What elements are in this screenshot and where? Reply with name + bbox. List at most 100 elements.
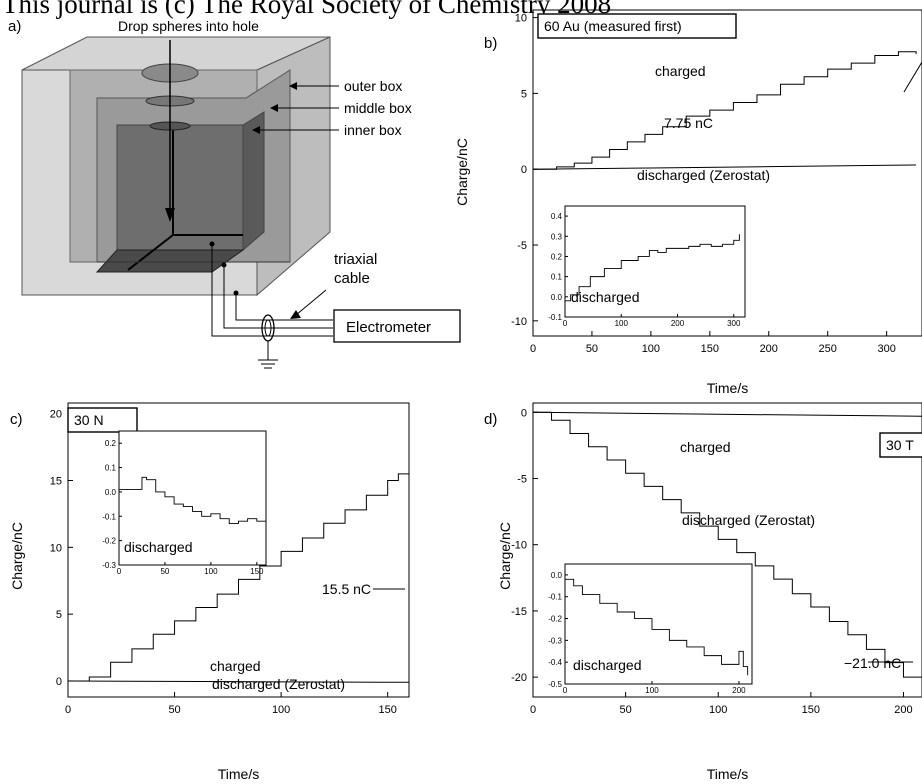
x-tick-label: 0: [530, 704, 536, 716]
inset-x-tick-label: 100: [615, 319, 629, 328]
wire-middle: [223, 265, 333, 329]
series-line-discharged: [67, 680, 410, 683]
inset-x-tick-label: 200: [671, 319, 685, 328]
x-tick-label: 0: [65, 704, 71, 716]
series-label: charged: [680, 439, 731, 455]
inset-y-tick-label: 0.1: [551, 273, 563, 282]
inner-box-label: inner box: [344, 122, 402, 138]
chart-panel-1: c) 0 50 100 150 0 5 10 15 20 Time/s Charge/nC 30 N ch…: [9, 402, 410, 782]
chart-panel-0: b) 0 50 100 150 200 250 300 -10 -5 0 5 10 Time/s Charg…: [454, 9, 922, 396]
y-tick-label: -10: [511, 540, 527, 552]
inset-plot: 0 100 200 300 -0.1 0.0 0.1 0.2 0.3 0.4 discharged: [548, 205, 746, 328]
inset-series-line: [119, 476, 267, 525]
journal-header: This journal is (c) The Royal Society of…: [2, 0, 612, 19]
plot-frame: [532, 9, 922, 337]
x-tick-label: 50: [619, 704, 631, 716]
x-tick-label: 100: [272, 704, 290, 716]
y-tick-label: -10: [511, 316, 527, 328]
inset-y-tick-label: 0.4: [551, 212, 563, 221]
wire-outer: [235, 293, 333, 321]
inset-y-tick-label: -0.3: [102, 561, 116, 570]
x-axis-label: Time/s: [707, 766, 748, 782]
chart-panel-2: d) 0 50 100 150 200 0 -5 -10 -15 -20 Time/s Charge/n…: [484, 402, 922, 782]
inset-y-tick-label: 0.3: [551, 232, 563, 241]
inset-x-tick-label: 100: [204, 567, 218, 576]
series-label: charged: [210, 658, 261, 674]
inset-y-tick-label: -0.1: [548, 593, 562, 602]
series-label: discharged (Zerostat): [637, 167, 770, 183]
y-tick-label: 5: [56, 609, 62, 621]
cable-arrow: [295, 289, 327, 316]
inset-x-tick-label: 150: [250, 567, 264, 576]
inset-y-tick-label: 0.0: [551, 293, 563, 302]
inset-y-tick-label: -0.1: [102, 512, 116, 521]
inset-y-tick-label: 0.0: [105, 488, 117, 497]
inner-box-side: [242, 111, 265, 252]
title-box: [537, 13, 737, 39]
x-tick-label: 150: [379, 704, 397, 716]
inset-label: discharged: [571, 289, 640, 305]
y-tick-label: 0: [521, 407, 527, 419]
annotation-arrow: [903, 61, 922, 93]
y-tick-label: -20: [511, 672, 527, 684]
y-tick-label: 20: [50, 409, 62, 421]
inset-y-tick-label: 0.0: [551, 571, 563, 580]
wire-inner: [211, 244, 333, 337]
series-label: discharged (Zerostat): [212, 676, 345, 692]
annotation-label: −21.0 nC: [844, 655, 901, 671]
x-tick-label: 200: [894, 704, 912, 716]
inset-y-tick-label: -0.2: [102, 537, 116, 546]
y-tick-label: 10: [515, 13, 527, 25]
panel-letter: c): [10, 411, 23, 428]
inset-y-tick-label: -0.1: [548, 313, 562, 322]
inset-label: discharged: [124, 539, 193, 555]
x-tick-label: 0: [530, 343, 536, 355]
x-tick-label: 50: [586, 343, 598, 355]
annotation-label: 7.75 nC: [664, 115, 713, 131]
middle-box-label: middle box: [344, 100, 412, 116]
outer-box-label: outer box: [344, 78, 402, 94]
inset-y-tick-label: -0.2: [548, 615, 562, 624]
inset-x-tick-label: 0: [117, 567, 122, 576]
title-box: [879, 432, 922, 458]
panel-letter: b): [484, 35, 497, 52]
series-line-charged: [533, 51, 917, 170]
inset-frame: [118, 430, 267, 566]
series-label: charged: [655, 63, 706, 79]
inset-y-tick-label: 0.2: [551, 252, 563, 261]
inset-series-line: [565, 234, 740, 302]
x-tick-label: 150: [802, 704, 820, 716]
series-line-charged: [533, 411, 922, 691]
x-tick-label: 200: [760, 343, 778, 355]
y-axis-label: Charge/nC: [497, 522, 513, 590]
x-tick-label: 100: [709, 704, 727, 716]
inset-frame: [564, 205, 746, 318]
inset-frame: [564, 563, 753, 685]
y-tick-label: 0: [56, 676, 62, 688]
x-tick-label: 100: [642, 343, 660, 355]
x-axis-label: Time/s: [218, 766, 259, 782]
y-tick-label: 0: [521, 164, 527, 176]
inset-x-tick-label: 50: [160, 567, 169, 576]
series-line-discharged: [532, 411, 922, 417]
inset-x-tick-label: 0: [563, 686, 568, 695]
x-tick-label: 150: [701, 343, 719, 355]
series-line-charged: [68, 473, 409, 682]
x-tick-label: 250: [819, 343, 837, 355]
y-tick-label: -5: [517, 473, 527, 485]
ground-icon: [258, 359, 278, 369]
inset-x-tick-label: 0: [563, 319, 568, 328]
inset-y-tick-label: 0.1: [105, 464, 117, 473]
series-label: discharged (Zerostat): [682, 512, 815, 528]
inset-series-line: [565, 578, 749, 676]
chart-title: 30 T: [886, 437, 914, 453]
y-tick-label: 5: [521, 88, 527, 100]
y-axis-label: Charge/nC: [454, 138, 470, 206]
inset-y-tick-label: -0.5: [548, 680, 562, 689]
chart-title: 60 Au (measured first): [544, 18, 682, 34]
cable-label-1: triaxial: [334, 251, 377, 268]
chart-title: 30 N: [74, 412, 104, 428]
